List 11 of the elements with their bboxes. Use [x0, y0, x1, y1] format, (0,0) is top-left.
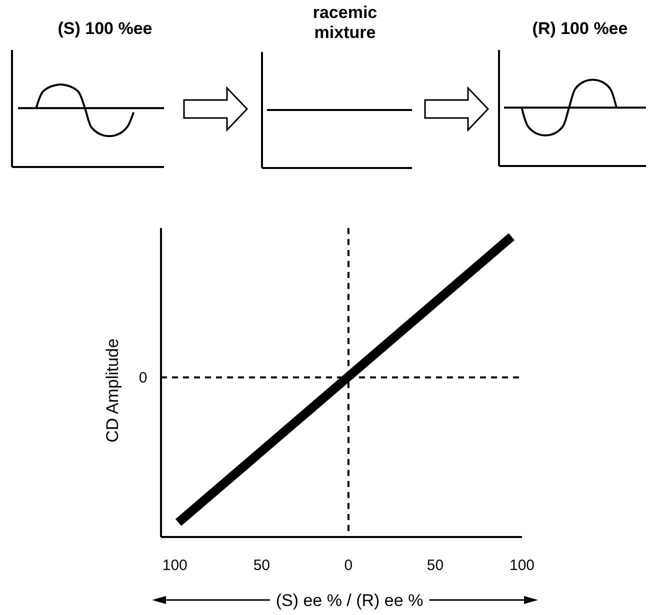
y-axis-title: CD Amplitude: [103, 338, 122, 442]
x-tick-label: 0: [344, 557, 353, 574]
x-tick-label: 50: [426, 557, 444, 574]
chart-title: (R) 100 %ee: [532, 19, 628, 38]
x-axis-title: (S) ee % / (R) ee %: [276, 591, 424, 610]
x-tick-label: 100: [509, 557, 535, 574]
ref-line-label: 0: [138, 369, 148, 386]
chart-title: (S) 100 %ee: [58, 19, 152, 38]
text: racemic mixture: [312, 3, 378, 42]
x-tick-label: 50: [253, 557, 270, 574]
x-tick-label: 100: [162, 557, 188, 574]
